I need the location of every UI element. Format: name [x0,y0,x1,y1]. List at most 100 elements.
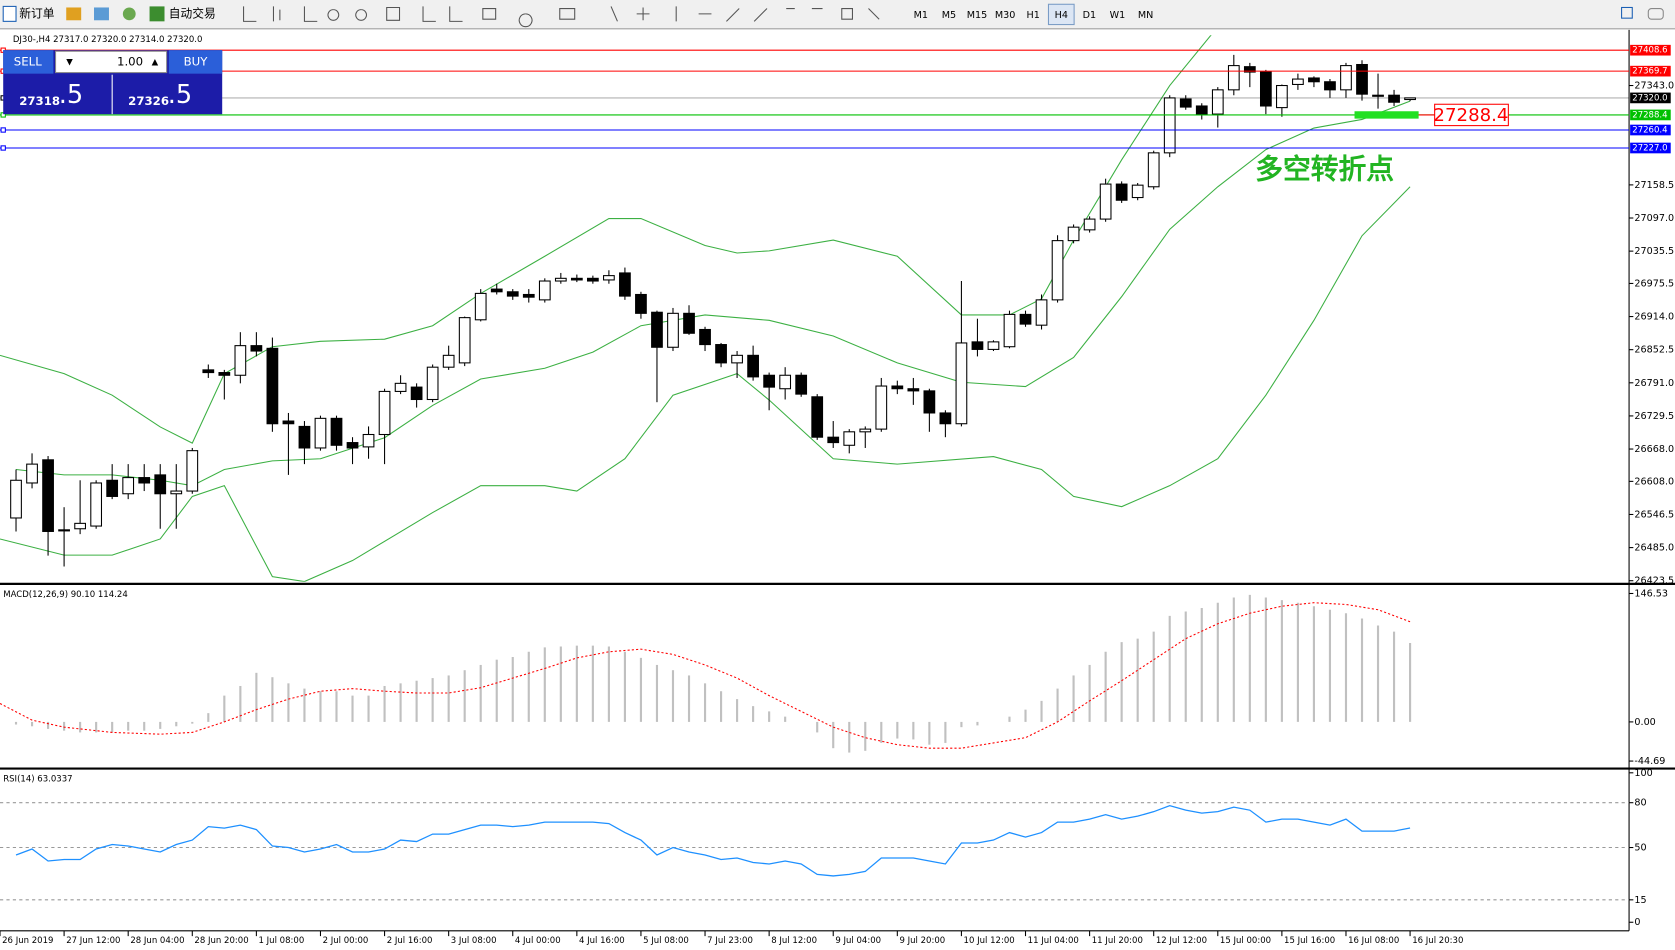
auto-trading[interactable]: 自动交易 [169,6,216,20]
new-order-icon[interactable] [2,5,17,22]
price-label: 26791.0 [1634,378,1674,389]
x-tick-label: 4 Jul 16:00 [579,936,625,946]
candle-body [346,442,359,449]
candle-body [74,522,86,530]
candle-body [410,386,423,401]
one-click-trading: SELL ▼ ▲ 1.00 BUY 27318 .5 27326 .5 [3,50,223,115]
sell-pips[interactable]: .5 [59,80,83,110]
level-label-bg [1630,92,1671,104]
x-tick-label: 27 Jun 12:00 [66,936,120,946]
price-label: 26852.5 [1634,345,1674,356]
candle-body [1388,94,1400,103]
rsi-line [15,805,1411,877]
level-handle [0,127,6,133]
timeframe[interactable]: M30 [995,10,1016,21]
candle-body [1051,240,1064,301]
candle-body [1163,97,1176,154]
macd-title: MACD(12,26,9) 90.10 114.24 [3,590,128,600]
candle-body [1227,65,1240,91]
timeframe[interactable]: H4 [1055,10,1068,21]
sell-label[interactable]: SELL [14,54,42,68]
candle-body [1115,183,1128,201]
level-label: 27408.6 [1632,46,1667,56]
candle-body [458,317,471,364]
candle-body [1147,152,1160,188]
sell-button[interactable] [3,50,54,74]
candle-body [651,311,663,348]
search-icon[interactable] [1621,6,1633,19]
rsi-axis-label: 50 [1634,843,1646,854]
auto-trading-icon[interactable] [149,6,165,22]
price-label: 26729.5 [1634,411,1674,422]
buy-label[interactable]: BUY [184,54,209,68]
level-label-bg [1630,124,1671,136]
x-tick-label: 15 Jul 16:00 [1284,936,1335,946]
candle-body [971,341,984,350]
level-label: 27369.7 [1632,67,1667,77]
candle-body [250,345,263,352]
candle-body [635,293,647,314]
timeframe[interactable]: W1 [1110,10,1126,21]
candle-body [811,396,824,438]
candle-body [1372,94,1384,97]
timeframe[interactable]: M5 [942,10,956,21]
candle-body [1259,71,1272,107]
toolbar-icon[interactable] [66,7,82,21]
candle-body [1243,66,1256,73]
rsi-axis-label: 80 [1634,798,1646,809]
macd-axis-label: 146.53 [1634,588,1668,599]
lots-input[interactable] [55,50,168,74]
candle-body [26,463,38,484]
lots-value[interactable]: 1.00 [117,54,143,68]
candle-body [42,459,54,532]
lots-down[interactable]: ▼ [66,57,73,67]
candle-body [538,280,551,301]
x-tick-label: 9 Jul 20:00 [899,936,945,946]
timeframe[interactable]: MN [1138,10,1153,21]
x-tick-label: 11 Jul 20:00 [1092,936,1143,946]
toolbar-icon[interactable] [122,7,136,21]
buy-pips[interactable]: .5 [168,80,192,110]
macd-axis-label: 0.00 [1634,717,1655,728]
timeframe[interactable]: H1 [1027,10,1040,21]
toolbar-icon[interactable] [94,7,109,21]
candle-body [154,474,167,495]
x-tick-label: 26 Jun 2019 [2,936,53,946]
x-tick-label: 15 Jul 00:00 [1220,936,1271,946]
candle-body [474,292,487,321]
sell-price[interactable]: 27318 [19,94,60,108]
chat-icon[interactable] [1647,8,1664,20]
candle-body [1211,89,1224,115]
candle-body [282,420,295,425]
candle-body [715,344,727,364]
x-tick-label: 16 Jul 08:00 [1348,936,1399,946]
level-label-bg [1630,109,1671,121]
chart-title: DJ30-,H4 27317.0 27320.0 27314.0 27320.0 [13,35,203,45]
candle-body [1019,313,1032,325]
x-tick-label: 8 Jul 12:00 [771,936,817,946]
candle-body [1131,184,1144,199]
price-label: 26423.5 [1634,576,1674,587]
timeframe[interactable]: D1 [1083,10,1097,21]
candle-body [58,529,70,532]
timeframe[interactable]: M15 [967,10,988,21]
lots-up[interactable]: ▲ [152,57,159,67]
new-order[interactable]: 新订单 [19,6,54,20]
candle-body [1083,218,1096,231]
annotation-price: 27288.4 [1433,105,1508,126]
level-label: 27227.0 [1632,143,1667,153]
candle-body [490,288,503,293]
candle-body [1003,313,1016,348]
candle-body [875,385,888,430]
candle-body [987,341,1000,350]
level-label: 27260.4 [1632,126,1667,136]
macd-axis-label: -44.69 [1634,756,1665,767]
buy-button[interactable] [168,50,223,74]
candle-body [763,374,776,388]
candle-body [731,354,743,364]
candle-body [1035,299,1048,326]
x-tick-label: 4 Jul 00:00 [515,936,561,946]
buy-price[interactable]: 27326 [128,94,169,108]
timeframe[interactable]: M1 [914,10,928,21]
